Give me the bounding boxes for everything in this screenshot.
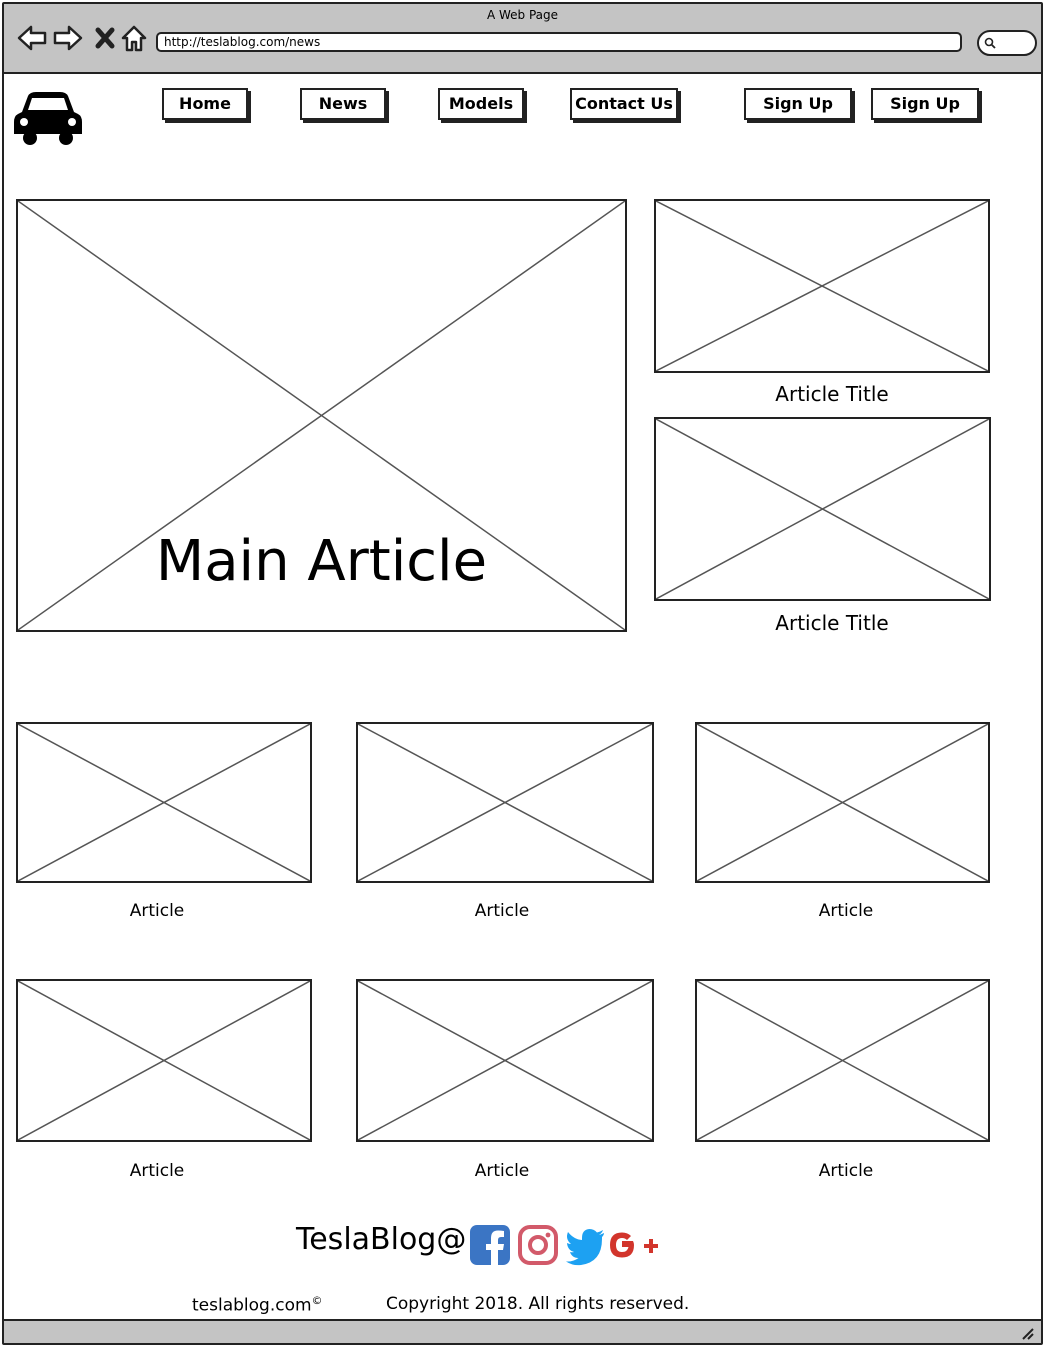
image-placeholder (358, 724, 652, 881)
image-placeholder (697, 981, 988, 1140)
side-article-image[interactable] (654, 199, 990, 373)
article-image[interactable] (356, 722, 654, 883)
google-plus-icon[interactable] (608, 1224, 660, 1266)
browser-search-field[interactable] (977, 30, 1037, 56)
side-article-image[interactable] (654, 417, 991, 601)
close-icon[interactable] (90, 22, 122, 54)
browser-toolbar: A Web Page http://teslablog.com/news (4, 4, 1041, 74)
image-placeholder (18, 201, 625, 630)
facebook-icon[interactable] (469, 1224, 511, 1266)
footer-brand-text: TeslaBlog@ (296, 1222, 467, 1257)
article-image[interactable] (695, 979, 990, 1142)
article-image[interactable] (16, 979, 312, 1142)
home-icon[interactable] (118, 22, 150, 54)
side-article-title[interactable]: Article Title (775, 611, 889, 635)
footer-site[interactable]: teslablog.com© (192, 1294, 323, 1316)
address-bar[interactable]: http://teslablog.com/news (156, 32, 962, 52)
footer-copyright: Copyright 2018. All rights reserved. (386, 1294, 690, 1314)
main-article-image[interactable]: Main Article (16, 199, 627, 632)
image-placeholder (18, 981, 310, 1140)
nav-contact-button[interactable]: Contact Us (570, 88, 678, 120)
resize-grip-icon[interactable] (1019, 1325, 1035, 1341)
nav-home-button[interactable]: Home (162, 88, 248, 120)
image-placeholder (18, 724, 310, 881)
article-caption[interactable]: Article (129, 901, 185, 921)
forward-arrow-icon[interactable] (52, 22, 84, 54)
article-image[interactable] (16, 722, 312, 883)
window-title: A Web Page (486, 8, 559, 22)
image-placeholder (697, 724, 988, 881)
image-placeholder (656, 201, 988, 371)
image-placeholder (656, 419, 989, 599)
article-caption[interactable]: Article (818, 901, 874, 921)
search-icon (984, 37, 996, 49)
signup-button-secondary[interactable]: Sign Up (871, 88, 979, 120)
twitter-icon[interactable] (564, 1224, 606, 1266)
nav-news-button[interactable]: News (300, 88, 386, 120)
car-logo-icon[interactable] (14, 90, 82, 146)
article-caption[interactable]: Article (474, 901, 530, 921)
article-caption[interactable]: Article (474, 1161, 530, 1181)
back-arrow-icon[interactable] (16, 22, 48, 54)
footer-site-text: teslablog.com (192, 1295, 312, 1316)
instagram-icon[interactable] (517, 1224, 559, 1266)
article-image[interactable] (695, 722, 990, 883)
nav-models-button[interactable]: Models (438, 88, 524, 120)
article-caption[interactable]: Article (129, 1161, 185, 1181)
image-placeholder (358, 981, 652, 1140)
article-caption[interactable]: Article (818, 1161, 874, 1181)
article-image[interactable] (356, 979, 654, 1142)
copyright-mark: © (311, 1294, 323, 1307)
main-article-title: Main Article (155, 529, 488, 594)
signup-button[interactable]: Sign Up (744, 88, 852, 120)
side-article-title[interactable]: Article Title (775, 382, 889, 406)
status-bar (4, 1319, 1041, 1343)
